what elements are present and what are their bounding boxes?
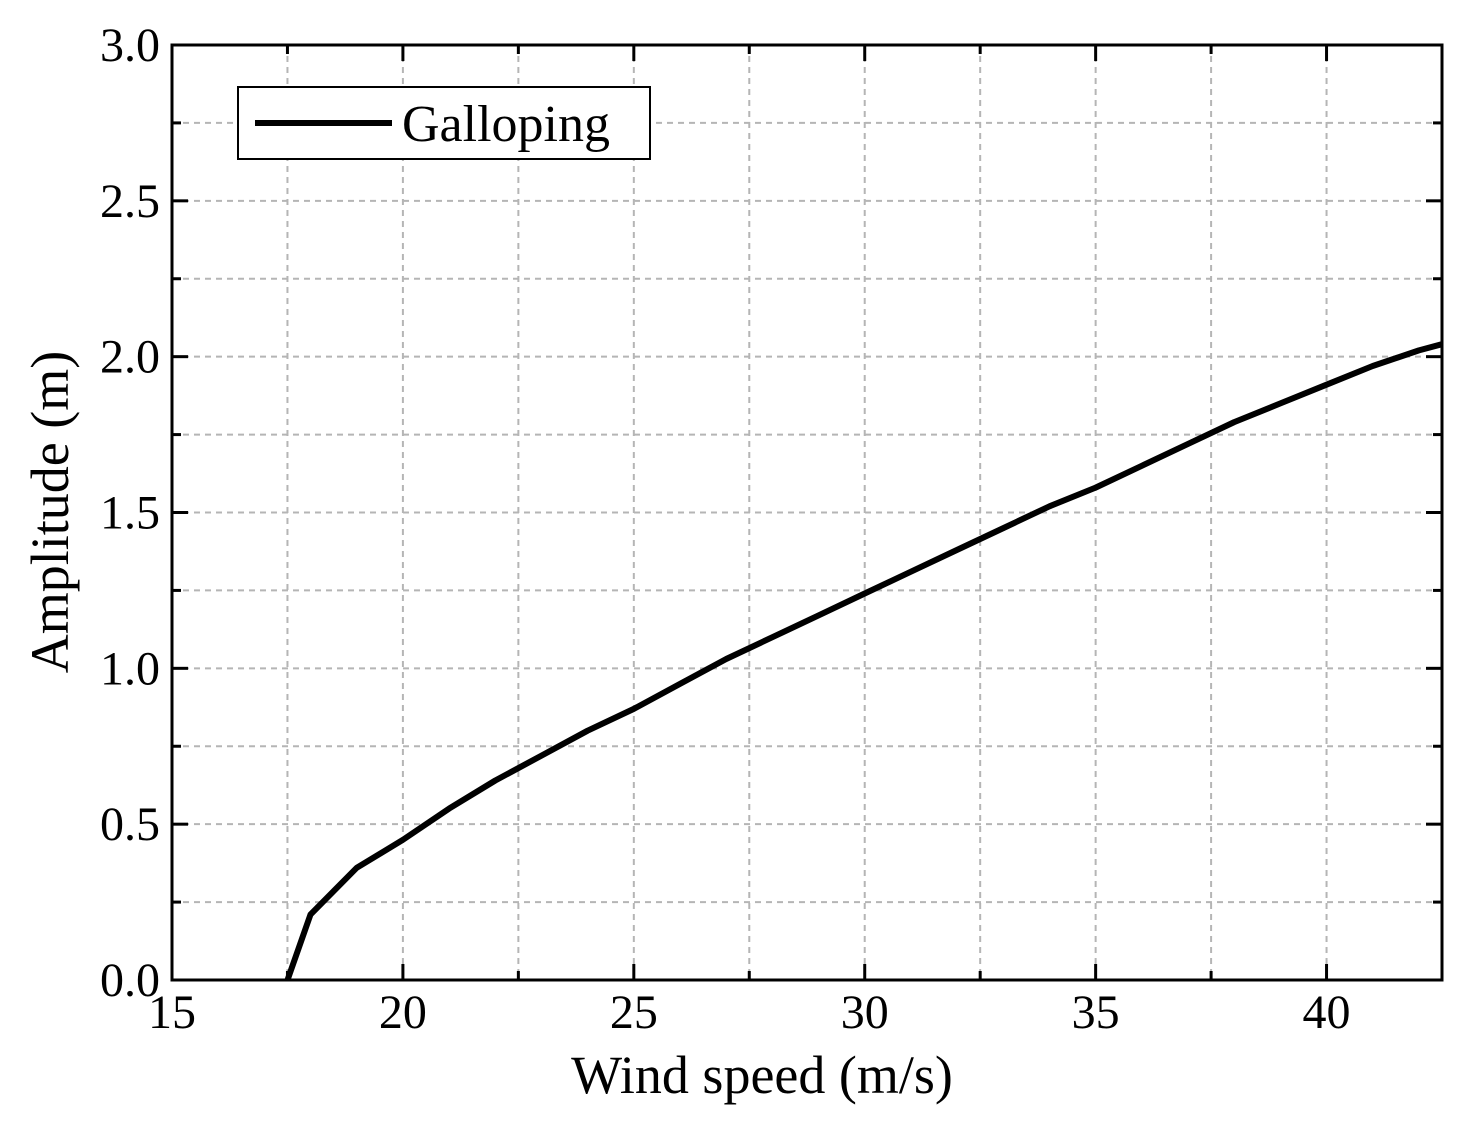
grid (172, 45, 1442, 980)
tick-labels: 15 20 25 30 35 40 0.0 0.5 1.0 1.5 2.0 2.5 3.0 (100, 19, 1351, 1039)
y-tick-label: 0.5 (100, 798, 160, 851)
x-tick-label: 35 (1072, 986, 1120, 1039)
x-tick-label: 40 (1303, 986, 1351, 1039)
y-tick-label: 1.0 (100, 642, 160, 695)
x-axis-title: Wind speed (m/s) (571, 1045, 953, 1105)
x-tick-label: 20 (379, 986, 427, 1039)
legend-label-galloping: Galloping (402, 96, 610, 153)
series-layer (284, 341, 1443, 981)
y-axis-title: Amplitude (m) (20, 351, 80, 673)
y-tick-label: 2.0 (100, 331, 160, 384)
y-tick-label: 1.5 (100, 487, 160, 540)
series-line-galloping (284, 341, 1443, 981)
legend: Galloping (237, 86, 651, 160)
x-tick-label: 25 (610, 986, 658, 1039)
y-tick-label: 0.0 (100, 954, 160, 1007)
x-tick-label: 15 (148, 986, 196, 1039)
y-tick-label: 3.0 (100, 19, 160, 72)
x-tick-label: 30 (841, 986, 889, 1039)
axis-ticks (170, 43, 1444, 982)
y-tick-label: 2.5 (100, 175, 160, 228)
